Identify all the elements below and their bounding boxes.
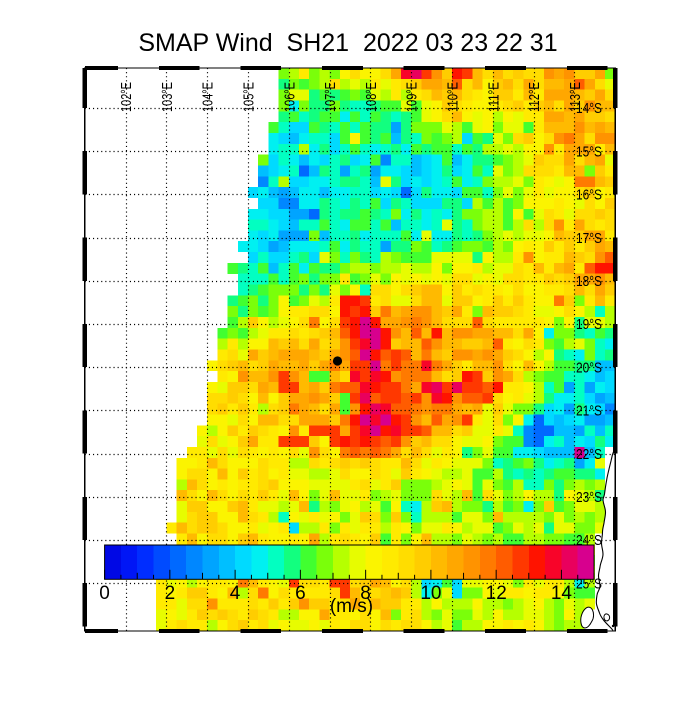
svg-text:14: 14 (551, 583, 573, 604)
svg-text:109°E: 109°E (404, 82, 421, 112)
svg-text:2: 2 (165, 583, 176, 604)
svg-text:10: 10 (420, 583, 441, 604)
svg-text:110°E: 110°E (445, 82, 462, 112)
svg-text:111°E: 111°E (485, 82, 502, 112)
svg-text:21°S: 21°S (576, 403, 602, 420)
svg-text:16°S: 16°S (576, 187, 602, 204)
svg-text:113°E: 113°E (567, 82, 584, 112)
svg-text:15°S: 15°S (576, 143, 602, 160)
svg-text:18°S: 18°S (576, 273, 602, 290)
svg-text:4: 4 (230, 583, 241, 604)
svg-text:112°E: 112°E (526, 82, 543, 112)
svg-text:23°S: 23°S (576, 489, 602, 506)
svg-text:8: 8 (360, 583, 371, 604)
svg-text:102°E: 102°E (118, 82, 135, 112)
svg-text:12: 12 (486, 583, 507, 604)
svg-text:0: 0 (99, 583, 110, 604)
svg-text:103°E: 103°E (159, 82, 176, 112)
svg-text:105°E: 105°E (241, 82, 258, 112)
svg-text:106°E: 106°E (281, 82, 298, 112)
svg-text:17°S: 17°S (576, 230, 602, 247)
svg-text:22°S: 22°S (576, 446, 602, 463)
svg-text:(m/s): (m/s) (330, 596, 373, 617)
svg-text:SMAP Wind SH21 2022 03 23 22: SMAP Wind SH21 2022 03 23 22 31 (138, 29, 557, 57)
svg-text:108°E: 108°E (363, 82, 380, 112)
svg-text:19°S: 19°S (576, 316, 602, 333)
svg-text:6: 6 (295, 583, 306, 604)
svg-text:14°S: 14°S (576, 100, 602, 117)
svg-text:104°E: 104°E (200, 82, 217, 112)
svg-text:20°S: 20°S (576, 359, 602, 376)
svg-text:107°E: 107°E (322, 82, 339, 112)
